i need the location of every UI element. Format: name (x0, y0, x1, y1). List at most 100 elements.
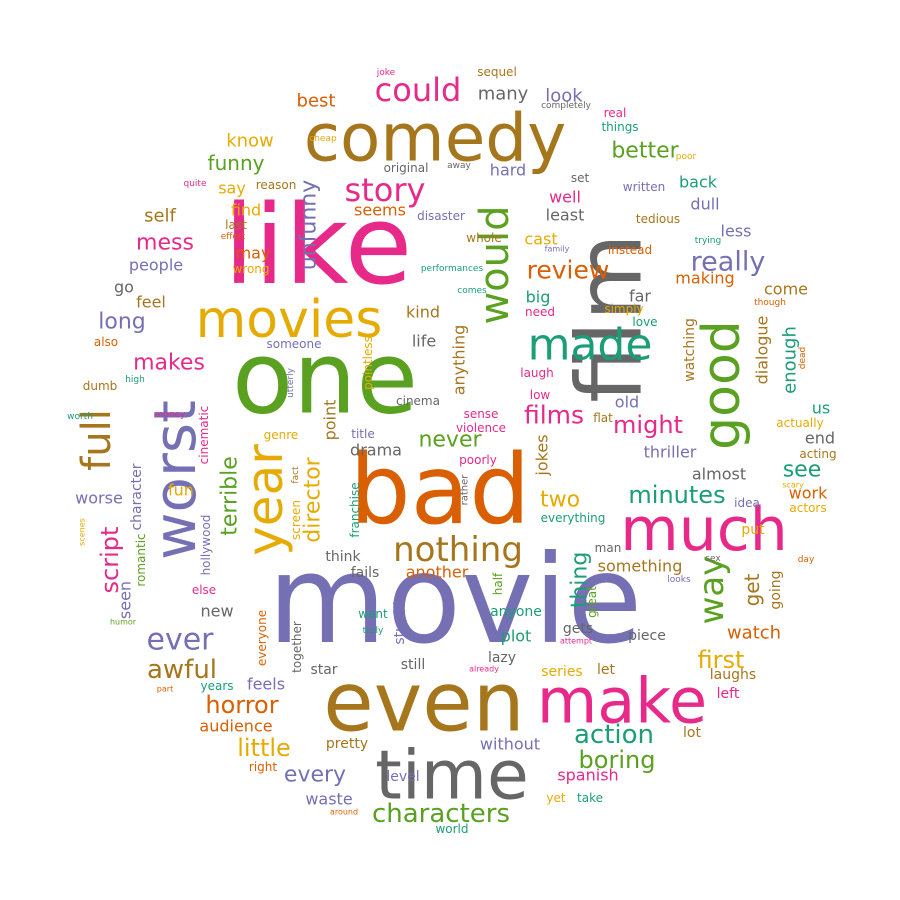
word-violence: violence (456, 421, 506, 435)
word-cheap: cheap (309, 134, 337, 144)
word-genre: genre (264, 428, 299, 442)
word-characters: characters (372, 799, 510, 829)
word-director: director (301, 456, 326, 542)
word-know: know (226, 131, 274, 152)
word-little: little (237, 734, 291, 762)
word-movie: movie (268, 529, 643, 671)
word-laugh: laugh (520, 366, 554, 380)
word-dull: dull (690, 195, 719, 214)
word-story: story (345, 171, 426, 209)
word-love: love (632, 315, 657, 329)
word-simply: simply (604, 302, 643, 316)
word-go: go (114, 278, 134, 297)
word-scenes: scenes (78, 518, 87, 546)
word-us: us (812, 399, 830, 418)
word-sense: sense (464, 407, 499, 421)
word-actors: actors (789, 501, 826, 515)
word-man: man (595, 541, 622, 555)
word-thing: thing (568, 552, 593, 609)
word-everything: everything (541, 511, 606, 525)
word-attempt: attempt (560, 637, 592, 646)
word-cinematic: cinematic (197, 406, 211, 465)
word-fails: fails (351, 565, 380, 581)
word-thriller: thriller (644, 443, 697, 462)
word-also: also (94, 335, 118, 349)
word-poor: poor (676, 152, 697, 162)
word-plot: plot (501, 627, 532, 646)
word-one: one (232, 320, 418, 437)
word-dialogue: dialogue (753, 316, 772, 385)
word-bad: bad (350, 434, 531, 546)
word-point: point (321, 400, 340, 441)
word-money: money (155, 410, 187, 420)
word-rather: rather (460, 474, 471, 506)
word-instead: instead (608, 243, 652, 257)
word-family: family (545, 245, 570, 254)
word-idea: idea (734, 496, 760, 510)
word-tedious: tedious (636, 212, 680, 226)
word-kind: kind (406, 303, 440, 322)
word-something: something (598, 557, 683, 576)
word-low: low (530, 388, 551, 402)
word-spanish: spanish (557, 766, 618, 785)
word-almost: almost (692, 465, 746, 484)
word-looks: looks (667, 575, 691, 585)
word-cast: cast (524, 230, 557, 249)
word-life: life (412, 332, 436, 351)
word-back: back (679, 173, 718, 192)
word-feel: feel (136, 293, 166, 312)
word-around: around (330, 808, 358, 817)
word-character: character (129, 463, 145, 530)
word-could: could (375, 71, 462, 109)
word-films: films (524, 401, 584, 430)
word-audience: audience (199, 717, 272, 736)
word-stupid: stupid (392, 601, 408, 644)
word-script: script (96, 527, 124, 594)
word-sex: sex (705, 554, 721, 564)
word-left: left (717, 686, 740, 702)
word-fact: fact (291, 466, 301, 484)
word-way: way (692, 556, 732, 625)
word-seems: seems (354, 201, 406, 220)
word-funny: funny (208, 151, 265, 175)
word-want: want (358, 607, 388, 621)
word-everyone: everyone (255, 610, 269, 666)
word-reason: reason (256, 178, 297, 192)
word-think: think (325, 549, 361, 565)
word-dumb: dumb (83, 379, 118, 393)
word-without: without (480, 735, 540, 754)
word-nothing: nothing (393, 530, 523, 570)
word-take: take (577, 791, 603, 805)
word-action: action (574, 720, 654, 750)
word-real: real (604, 106, 627, 120)
word-may: may (236, 244, 271, 263)
word-still: still (401, 657, 425, 673)
word-sequel: sequel (477, 65, 517, 79)
word-completely: completely (541, 101, 592, 111)
word-time: time (375, 737, 529, 816)
word-long: long (98, 310, 145, 335)
word-horror: horror (205, 691, 278, 719)
word-yet: yet (546, 791, 565, 805)
word-enough: enough (780, 326, 801, 394)
word-going: going (768, 570, 784, 609)
word-scary: scary (782, 481, 804, 490)
word-let: let (597, 662, 616, 678)
word-good: good (692, 320, 752, 450)
word-need: need (525, 305, 555, 319)
word-pointless: pointless (361, 336, 375, 390)
word-like: like (224, 181, 413, 309)
word-comes: comes (457, 286, 487, 296)
word-actually: actually (776, 416, 823, 430)
word-great: great (585, 586, 599, 618)
word-franchise: franchise (348, 482, 362, 537)
word-far: far (629, 287, 651, 306)
word-unfunny: unfunny (297, 180, 322, 270)
word-written: written (623, 180, 665, 194)
word-hard: hard (490, 161, 526, 180)
word-awful: awful (147, 655, 217, 685)
word-work: work (789, 484, 828, 503)
word-two: two (540, 488, 580, 513)
word-make: make (537, 665, 707, 738)
word-lot: lot (683, 725, 701, 741)
